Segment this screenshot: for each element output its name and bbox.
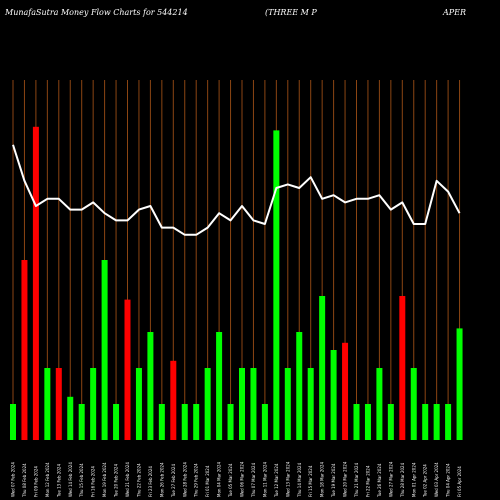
x-tick-label: Tue 13 Feb 2024 <box>56 464 61 498</box>
money-flow-bar <box>32 126 39 441</box>
money-flow-line <box>12 144 461 236</box>
x-tick-label: Wed 27 Mar 2024 <box>388 461 393 497</box>
chart-title: MunafaSutra Money Flow Charts for 544214 <box>4 8 188 17</box>
money-flow-bar <box>181 404 188 440</box>
x-tick-label: Fri 09 Feb 2024 <box>33 466 38 497</box>
x-tick-label: Wed 03 Apr 2024 <box>434 462 439 497</box>
money-flow-bar <box>387 404 394 440</box>
x-tick-label: Wed 06 Mar 2024 <box>240 461 245 497</box>
x-axis-tick-labels: Wed 07 Feb 2024 Thu 08 Feb 2024 Fri 09 Feb… <box>11 461 463 498</box>
x-tick-label: Thu 07 Mar 2024 <box>251 462 256 498</box>
x-tick-label: Mon 12 Feb 2024 <box>45 462 50 497</box>
money-flow-bar <box>307 368 314 440</box>
x-tick-label: Wed 07 Feb 2024 <box>11 462 16 497</box>
x-tick-label: Mon 04 Mar 2024 <box>217 461 222 497</box>
x-tick-label: Thu 14 Mar 2024 <box>297 462 302 498</box>
money-flow-bar <box>227 404 234 440</box>
money-flow-bar <box>445 404 452 440</box>
money-flow-bar <box>55 368 62 440</box>
money-flow-bar <box>124 299 131 440</box>
x-tick-label: Mon 18 Mar 2024 <box>320 461 325 497</box>
x-tick-label: Thu 22 Feb 2024 <box>136 463 141 498</box>
money-flow-bar <box>284 368 291 440</box>
x-tick-label: Thu 15 Feb 2024 <box>79 463 84 498</box>
x-tick-label: Mon 26 Feb 2024 <box>159 462 164 497</box>
money-flow-bar <box>399 296 406 440</box>
money-flow-bar <box>330 350 337 440</box>
x-tick-label: Tue 19 Mar 2024 <box>331 463 336 498</box>
x-tick-label: Tue 27 Feb 2024 <box>171 464 176 498</box>
chart-subtitle-right: APER <box>442 8 466 17</box>
x-tick-label: Thu 29 Feb 2024 <box>194 463 199 498</box>
x-tick-label: Mon 11 Mar 2024 <box>262 461 267 497</box>
x-tick-label: Thu 28 Mar 2024 <box>400 462 405 498</box>
x-tick-label: Wed 21 Feb 2024 <box>125 462 130 497</box>
x-tick-label: Fri 05 Apr 2024 <box>457 466 462 497</box>
money-flow-bar <box>319 296 326 440</box>
money-flow-bar <box>90 368 97 440</box>
money-flow-bar <box>433 404 440 440</box>
x-tick-label: Thu 08 Feb 2024 <box>22 463 27 498</box>
x-tick-label: Tue 05 Mar 2024 <box>228 463 233 498</box>
x-tick-label: Mon 19 Feb 2024 <box>102 462 107 497</box>
money-flow-bar <box>21 260 28 440</box>
money-flow-bar <box>239 368 245 440</box>
money-flow-bar <box>193 404 200 440</box>
money-flow-bar <box>204 368 211 440</box>
money-flow-bar <box>170 360 177 440</box>
x-tick-label: Fri 22 Mar 2024 <box>365 465 370 497</box>
x-tick-label: Fri 15 Mar 2024 <box>308 465 313 497</box>
money-flow-bar <box>113 404 120 440</box>
money-flow-bar <box>364 404 371 440</box>
money-flow-bar <box>261 404 268 440</box>
money-flow-bar <box>78 404 85 440</box>
x-tick-label: Wed 13 Mar 2024 <box>285 461 290 497</box>
money-flow-bar <box>10 404 16 440</box>
x-tick-label: Thu 04 Apr 2024 <box>446 463 451 498</box>
x-tick-label: Tue 12 Mar 2024 <box>274 463 279 498</box>
x-tick-label: Thu 21 Mar 2024 <box>354 462 359 498</box>
x-tick-label: Wed 14 Feb 2024 <box>68 462 73 497</box>
money-flow-bar <box>216 332 223 440</box>
x-tick-label: Fri 16 Feb 2024 <box>91 466 96 497</box>
money-flow-bar <box>250 368 257 440</box>
chart-subtitle-left: (THREE M P <box>265 8 317 17</box>
money-flow-bar <box>422 404 429 440</box>
money-flow-bar <box>376 368 383 440</box>
money-flow-bar <box>342 342 349 440</box>
money-flow-bar <box>67 396 74 440</box>
x-tick-label: Tue 20 Feb 2024 <box>114 464 119 498</box>
money-flow-bar <box>158 404 165 440</box>
x-tick-label: Fri 01 Mar 2024 <box>205 465 210 497</box>
x-tick-label: Fri 23 Feb 2024 <box>148 466 153 497</box>
money-flow-bar <box>410 368 417 440</box>
x-tick-label: Wed 28 Feb 2024 <box>182 462 187 497</box>
money-flow-bar <box>101 260 108 440</box>
x-tick-label: Tue 02 Apr 2024 <box>423 464 428 498</box>
money-flow-bars <box>10 126 463 441</box>
x-tick-label: Wed 20 Mar 2024 <box>343 461 348 497</box>
money-flow-bar <box>273 130 280 440</box>
x-tick-label: Tue 26 Mar 2024 <box>377 463 382 498</box>
money-flow-bar <box>147 332 154 440</box>
x-tick-label: Mon 01 Apr 2024 <box>411 462 416 497</box>
money-flow-bar <box>135 368 142 440</box>
money-flow-bar <box>353 404 360 440</box>
money-flow-bar <box>456 328 463 440</box>
money-flow-bar <box>44 368 51 440</box>
money-flow-bar <box>296 332 303 440</box>
